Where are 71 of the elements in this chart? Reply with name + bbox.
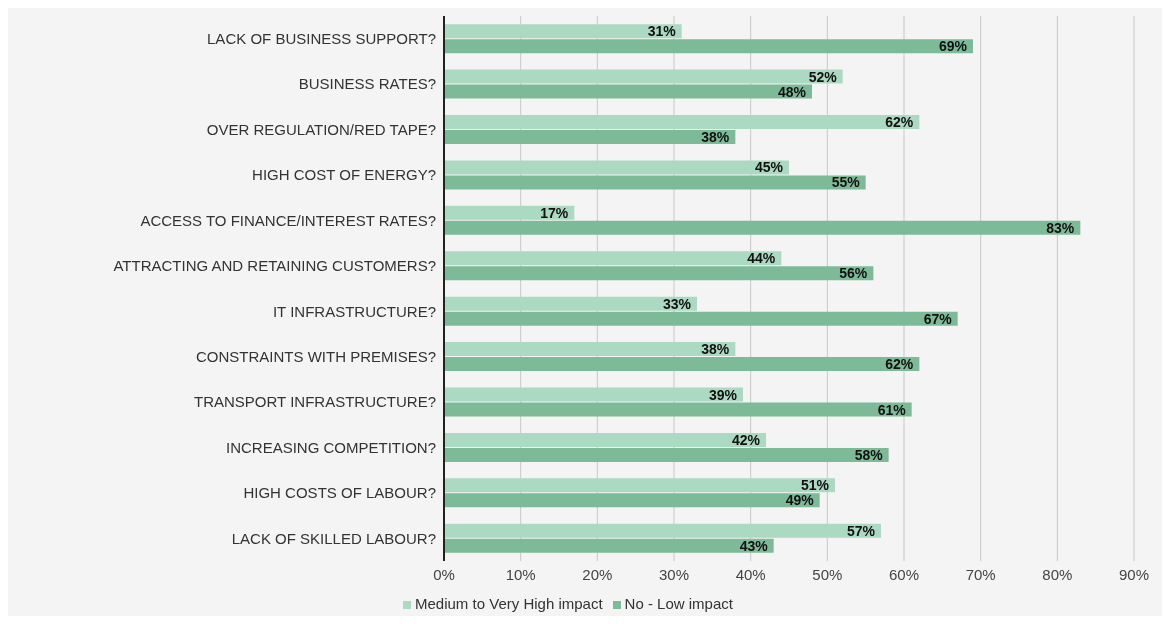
data-label: 33%	[662, 295, 692, 312]
data-label: 58%	[854, 446, 884, 463]
bar	[444, 342, 736, 357]
x-tick-label: 40%	[735, 565, 766, 583]
x-tick-label: 50%	[812, 565, 843, 583]
y-tick-label: IT INFRASTRUCTURE?	[272, 302, 436, 320]
data-label: 44%	[747, 250, 776, 267]
bar	[444, 24, 682, 39]
bar	[444, 447, 889, 462]
data-label: 51%	[800, 477, 830, 494]
data-label: 61%	[877, 401, 907, 418]
y-tick-label: ATTRACTING AND RETAINING CUSTOMERS?	[113, 257, 436, 275]
data-label: 56%	[839, 265, 868, 282]
y-tick-label: CONSTRAINTS WITH PREMISES?	[195, 347, 436, 365]
bar	[444, 478, 835, 493]
y-tick-label: HIGH COSTS OF LABOUR?	[243, 484, 436, 502]
x-tick-label: 20%	[582, 565, 613, 583]
bar	[444, 402, 912, 417]
data-label: 57%	[846, 522, 876, 539]
data-label: 38%	[701, 341, 730, 358]
bar	[444, 115, 920, 130]
data-label: 49%	[785, 492, 815, 509]
bar	[444, 432, 766, 447]
bar	[444, 160, 789, 175]
bar	[444, 311, 958, 326]
bar	[444, 493, 820, 508]
data-label: 48%	[777, 83, 807, 100]
y-tick-label: ACCESS TO FINANCE/INTEREST RATES?	[140, 211, 436, 229]
data-label: 67%	[923, 310, 953, 327]
y-tick-label: INCREASING COMPETITION?	[225, 438, 436, 456]
legend-label: No - Low impact	[624, 595, 733, 612]
data-label: 31%	[647, 23, 677, 40]
x-tick-label: 70%	[965, 565, 996, 583]
bar	[444, 220, 1081, 235]
bar	[444, 523, 881, 538]
data-label: 45%	[754, 159, 784, 176]
data-label: 69%	[938, 38, 968, 55]
bar	[444, 357, 920, 372]
bar	[444, 538, 774, 553]
data-label: 43%	[739, 537, 769, 554]
bar	[444, 387, 743, 402]
bar	[444, 266, 874, 281]
bar	[444, 296, 697, 311]
y-tick-label: TRANSPORT INFRASTRUCTURE?	[194, 393, 436, 411]
data-label: 52%	[808, 68, 838, 85]
data-label: 62%	[885, 356, 914, 373]
x-tick-label: 0%	[433, 565, 455, 583]
bar	[444, 39, 973, 54]
y-tick-label: LACK OF BUSINESS SUPPORT?	[207, 30, 436, 48]
data-label: 42%	[731, 431, 761, 448]
x-tick-label: 10%	[505, 565, 536, 583]
x-tick-label: 30%	[658, 565, 690, 583]
x-tick-label: 80%	[1042, 565, 1073, 583]
x-tick-label: 60%	[888, 565, 920, 583]
bar	[444, 69, 843, 84]
bar	[444, 175, 866, 190]
data-label: 55%	[831, 174, 861, 191]
bar	[444, 130, 736, 145]
x-tick-label: 90%	[1118, 565, 1150, 583]
y-tick-label: BUSINESS RATES?	[298, 75, 436, 93]
data-label: 39%	[708, 386, 738, 403]
y-tick-label: HIGH COST OF ENERGY?	[252, 166, 436, 184]
legend-label: Medium to Very High impact	[415, 595, 603, 612]
data-label: 83%	[1046, 219, 1075, 236]
data-label: 17%	[540, 204, 569, 221]
y-tick-label: OVER REGULATION/RED TAPE?	[206, 120, 436, 138]
bar	[444, 84, 812, 99]
data-label: 38%	[701, 129, 730, 146]
y-tick-label: LACK OF SKILLED LABOUR?	[231, 529, 436, 547]
bar	[444, 251, 782, 266]
data-label: 62%	[885, 114, 914, 131]
